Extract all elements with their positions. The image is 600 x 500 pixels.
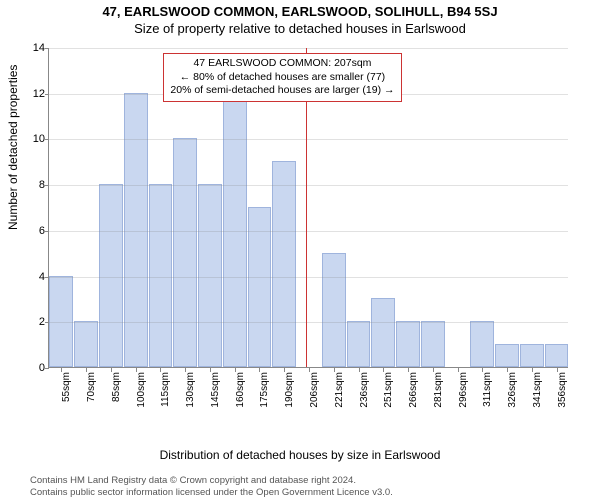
x-tick-label: 356sqm bbox=[557, 372, 568, 412]
histogram-bar bbox=[74, 321, 98, 367]
x-tick-label: 326sqm bbox=[507, 372, 518, 412]
y-tick-mark bbox=[45, 368, 49, 369]
annotation-line: 47 EARLSWOOD COMMON: 207sqm bbox=[170, 57, 394, 71]
annotation-box: 47 EARLSWOOD COMMON: 207sqm← 80% of deta… bbox=[163, 53, 401, 102]
chart-area: 0246810121455sqm70sqm85sqm100sqm115sqm13… bbox=[48, 48, 568, 418]
histogram-bar bbox=[347, 321, 371, 367]
x-tick-label: 341sqm bbox=[532, 372, 543, 412]
y-tick-mark bbox=[45, 231, 49, 232]
x-tick-label: 251sqm bbox=[383, 372, 394, 412]
y-tick-label: 2 bbox=[21, 316, 45, 328]
x-tick-label: 85sqm bbox=[111, 372, 122, 412]
histogram-bar bbox=[173, 138, 197, 367]
y-tick-mark bbox=[45, 139, 49, 140]
x-tick-label: 115sqm bbox=[160, 372, 171, 412]
x-tick-label: 175sqm bbox=[259, 372, 270, 412]
attribution-footer: Contains HM Land Registry data © Crown c… bbox=[30, 475, 590, 498]
plot-region: 0246810121455sqm70sqm85sqm100sqm115sqm13… bbox=[48, 48, 568, 368]
footer-line-1: Contains HM Land Registry data © Crown c… bbox=[30, 475, 590, 486]
annotation-line: 20% of semi-detached houses are larger (… bbox=[170, 84, 394, 98]
y-tick-mark bbox=[45, 185, 49, 186]
x-tick-label: 206sqm bbox=[309, 372, 320, 412]
y-tick-label: 4 bbox=[21, 271, 45, 283]
x-tick-label: 281sqm bbox=[433, 372, 444, 412]
y-tick-label: 10 bbox=[21, 133, 45, 145]
histogram-bar bbox=[470, 321, 494, 367]
histogram-bar bbox=[49, 276, 73, 367]
grid-line bbox=[49, 277, 568, 278]
histogram-bar bbox=[520, 344, 544, 367]
histogram-bar bbox=[272, 161, 296, 367]
y-axis-label: Number of detached properties bbox=[6, 65, 20, 230]
histogram-bar bbox=[495, 344, 519, 367]
y-tick-label: 12 bbox=[21, 88, 45, 100]
y-tick-mark bbox=[45, 48, 49, 49]
annotation-line: ← 80% of detached houses are smaller (77… bbox=[170, 71, 394, 85]
x-tick-label: 190sqm bbox=[284, 372, 295, 412]
grid-line bbox=[49, 185, 568, 186]
x-tick-label: 221sqm bbox=[334, 372, 345, 412]
x-tick-label: 100sqm bbox=[136, 372, 147, 412]
histogram-bar bbox=[322, 253, 346, 367]
grid-line bbox=[49, 231, 568, 232]
y-tick-label: 6 bbox=[21, 225, 45, 237]
y-tick-mark bbox=[45, 322, 49, 323]
x-tick-label: 160sqm bbox=[235, 372, 246, 412]
footer-line-2: Contains public sector information licen… bbox=[30, 487, 590, 498]
grid-line bbox=[49, 48, 568, 49]
x-tick-label: 236sqm bbox=[359, 372, 370, 412]
grid-line bbox=[49, 139, 568, 140]
x-tick-label: 296sqm bbox=[458, 372, 469, 412]
page-subtitle: Size of property relative to detached ho… bbox=[0, 21, 600, 36]
x-tick-label: 70sqm bbox=[86, 372, 97, 412]
histogram-bar bbox=[421, 321, 445, 367]
y-tick-label: 0 bbox=[21, 362, 45, 374]
x-tick-label: 145sqm bbox=[210, 372, 221, 412]
page-title: 47, EARLSWOOD COMMON, EARLSWOOD, SOLIHUL… bbox=[0, 4, 600, 19]
histogram-bar bbox=[545, 344, 569, 367]
x-tick-label: 130sqm bbox=[185, 372, 196, 412]
x-axis-label: Distribution of detached houses by size … bbox=[0, 448, 600, 462]
x-tick-label: 55sqm bbox=[61, 372, 72, 412]
x-tick-label: 266sqm bbox=[408, 372, 419, 412]
x-tick-label: 311sqm bbox=[482, 372, 493, 412]
y-tick-mark bbox=[45, 277, 49, 278]
histogram-bar bbox=[396, 321, 420, 367]
histogram-bar bbox=[371, 298, 395, 367]
grid-line bbox=[49, 322, 568, 323]
y-tick-label: 8 bbox=[21, 179, 45, 191]
y-tick-mark bbox=[45, 94, 49, 95]
y-tick-label: 14 bbox=[21, 42, 45, 54]
